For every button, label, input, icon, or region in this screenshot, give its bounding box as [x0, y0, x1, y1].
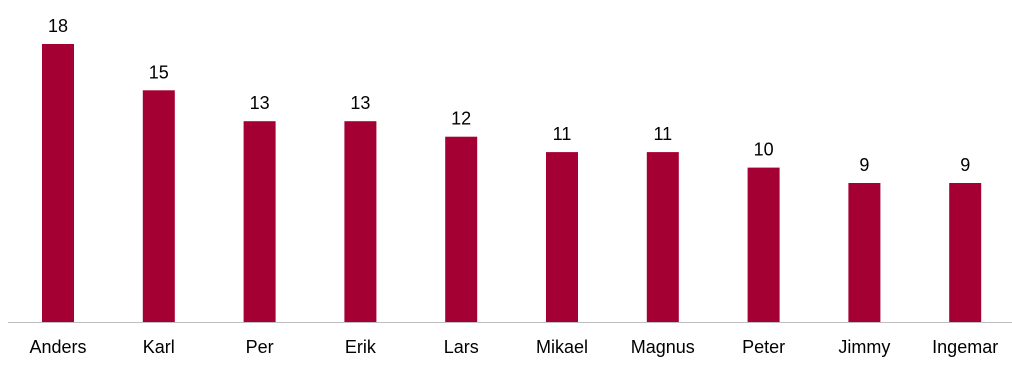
- data-label-per: 13: [250, 93, 270, 113]
- bar-ingemar: [949, 183, 982, 322]
- x-tick-label-anders: Anders: [29, 337, 86, 357]
- bar-per: [243, 121, 276, 322]
- bar-erik: [344, 121, 377, 322]
- data-label-karl: 15: [149, 62, 169, 82]
- bar-karl: [142, 90, 175, 322]
- data-label-erik: 13: [350, 93, 370, 113]
- data-label-ingemar: 9: [960, 155, 970, 175]
- x-tick-label-mikael: Mikael: [536, 337, 588, 357]
- x-tick-labels-layer: Anders Karl Per Erik Lars Mikael Magnus Peter Ji…: [29, 337, 998, 357]
- bar-peter: [747, 167, 780, 322]
- bar-magnus: [646, 152, 679, 322]
- x-tick-label-magnus: Magnus: [631, 337, 695, 357]
- data-label-lars: 12: [451, 109, 471, 129]
- x-tick-label-lars: Lars: [444, 337, 479, 357]
- x-tick-label-karl: Karl: [143, 337, 175, 357]
- x-tick-label-jimmy: Jimmy: [838, 337, 890, 357]
- data-labels-layer: 18 15 13 13 12 11 11 10 9 9: [48, 16, 970, 175]
- bars-layer: [42, 44, 982, 322]
- data-label-jimmy: 9: [859, 155, 869, 175]
- data-label-magnus: 11: [653, 124, 672, 144]
- bar-anders: [42, 44, 74, 322]
- data-label-anders: 18: [48, 16, 68, 36]
- x-tick-label-peter: Peter: [742, 337, 785, 357]
- bar-jimmy: [848, 183, 881, 322]
- bar-lars: [445, 136, 478, 322]
- x-tick-label-erik: Erik: [345, 337, 377, 357]
- x-tick-label-ingemar: Ingemar: [932, 337, 998, 357]
- x-tick-label-per: Per: [246, 337, 274, 357]
- data-label-mikael: 11: [553, 124, 572, 144]
- bar-mikael: [546, 152, 578, 322]
- data-label-peter: 10: [754, 140, 774, 160]
